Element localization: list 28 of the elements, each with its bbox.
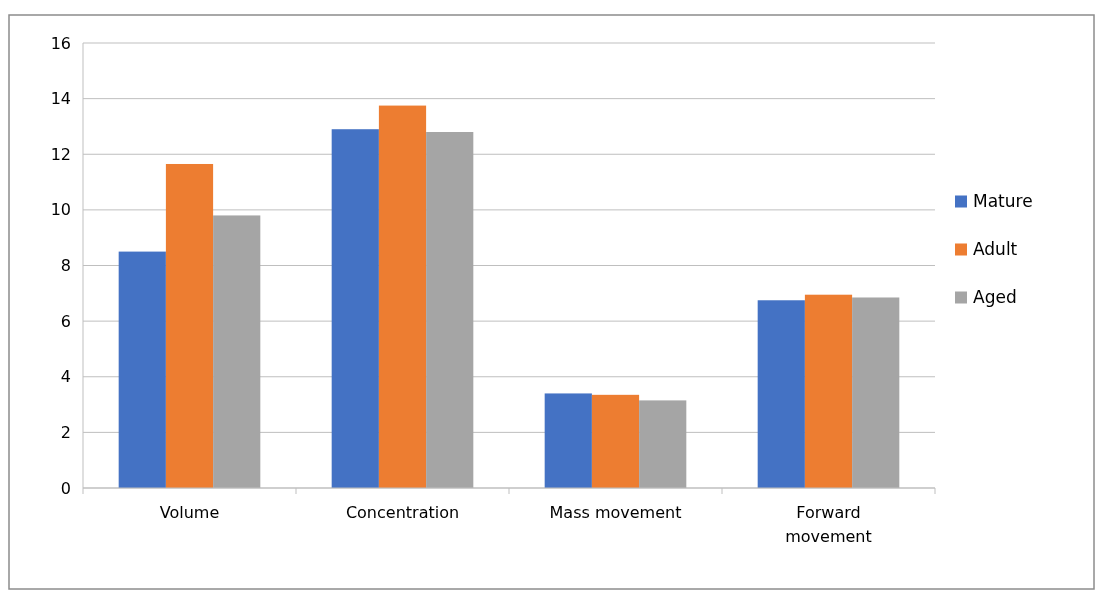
bar bbox=[757, 300, 805, 488]
y-tick-label: 8 bbox=[60, 256, 71, 276]
bar bbox=[591, 394, 640, 488]
y-tick-label: 6 bbox=[60, 311, 71, 331]
bar bbox=[331, 129, 379, 488]
bar bbox=[804, 294, 853, 488]
legend-label: Aged bbox=[973, 287, 1017, 308]
x-tick-label: Forward movement bbox=[785, 503, 872, 546]
y-tick-label: 14 bbox=[50, 89, 71, 109]
bar bbox=[544, 393, 592, 488]
y-tick-label: 16 bbox=[50, 33, 71, 53]
bar bbox=[378, 105, 427, 488]
bar bbox=[213, 215, 261, 488]
x-tick-label: Volume bbox=[159, 503, 220, 522]
bar bbox=[426, 132, 474, 488]
legend-label: Mature bbox=[973, 191, 1033, 212]
bar bbox=[118, 251, 166, 488]
y-tick-label: 12 bbox=[50, 144, 71, 164]
x-tick-label: Mass movement bbox=[549, 503, 682, 522]
x-tick-label: Concentration bbox=[345, 503, 460, 522]
y-tick-label: 2 bbox=[60, 422, 71, 442]
bar bbox=[852, 297, 900, 488]
legend-label: Adult bbox=[973, 239, 1018, 260]
bar bbox=[165, 163, 214, 488]
y-tick-label: 0 bbox=[60, 478, 71, 498]
bar bbox=[639, 400, 687, 488]
y-tick-label: 4 bbox=[60, 367, 71, 387]
y-tick-label: 10 bbox=[50, 200, 71, 220]
